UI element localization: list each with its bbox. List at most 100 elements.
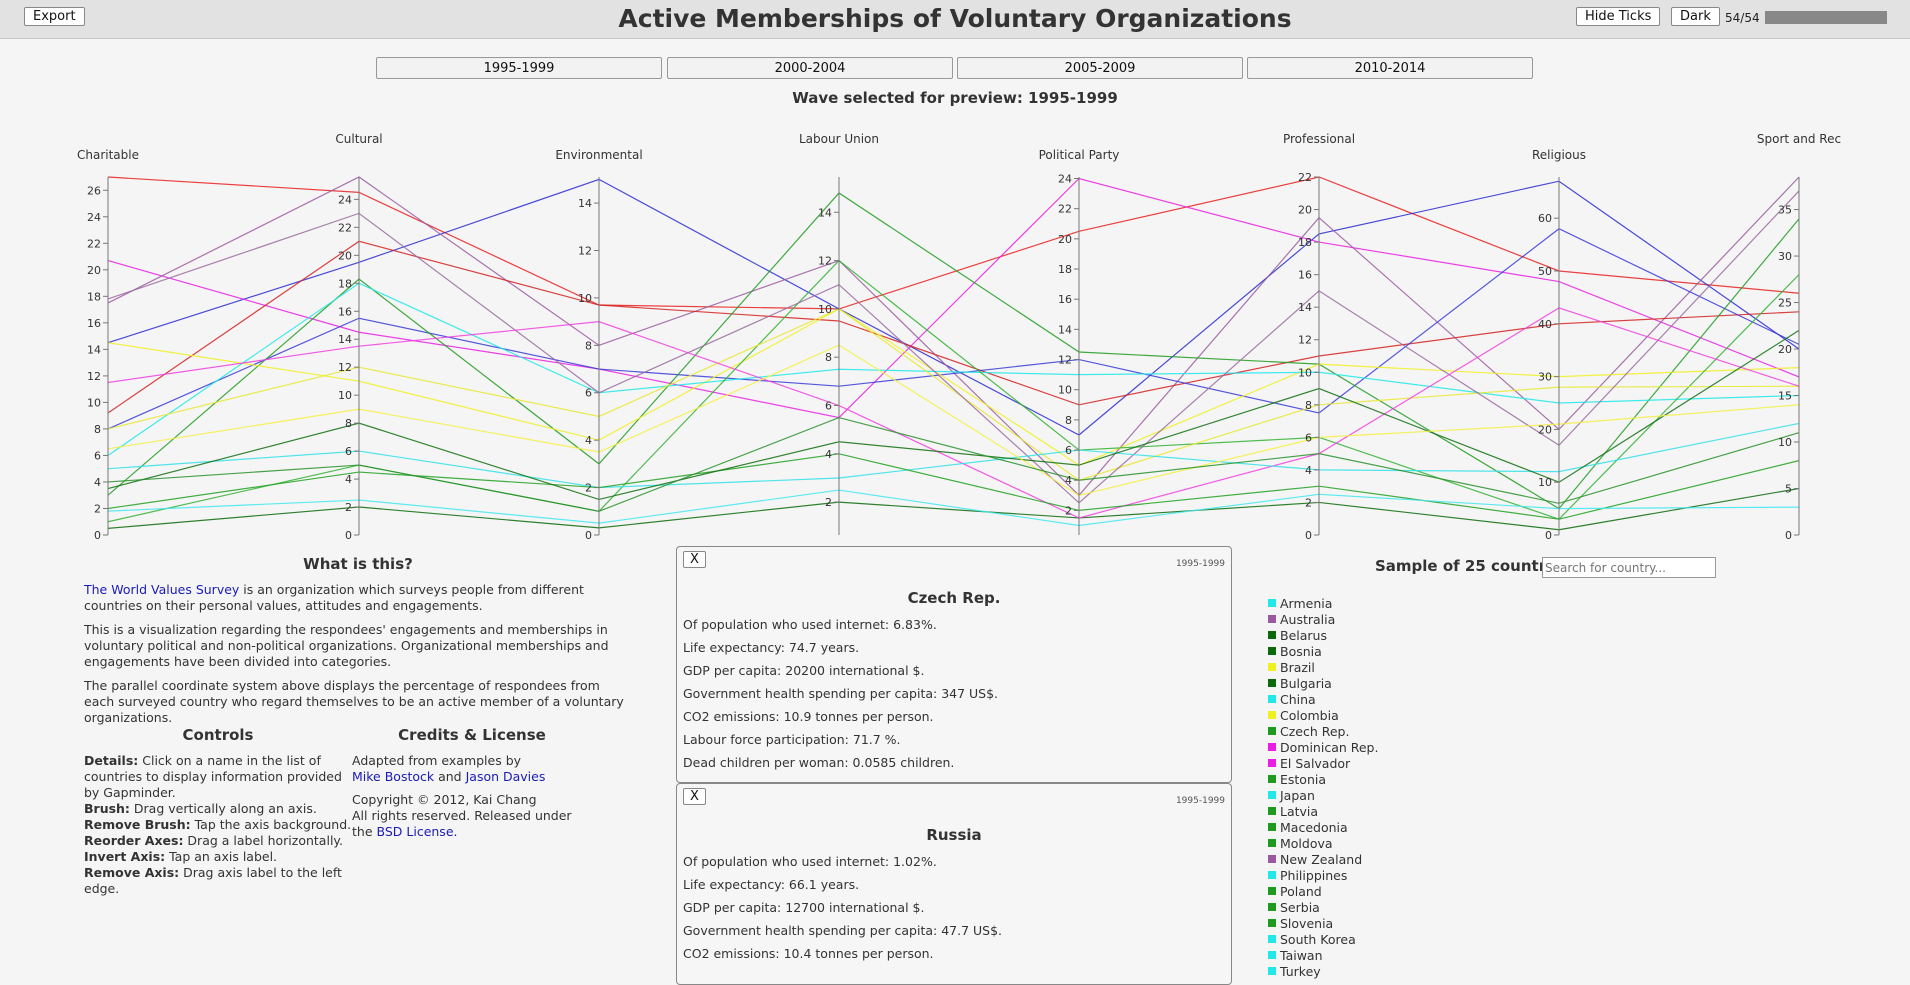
tick-label: 12 [818, 255, 832, 268]
tick-label: 4 [825, 448, 832, 461]
country-name[interactable]: Macedonia [1280, 819, 1348, 835]
country-item[interactable]: Moldova [1268, 835, 1378, 851]
wave-button[interactable]: 2010-2014 [1247, 57, 1533, 79]
country-name[interactable]: Brazil [1280, 659, 1315, 675]
tick-label: 26 [87, 184, 101, 197]
country-name[interactable]: Poland [1280, 883, 1322, 899]
country-name[interactable]: Philippines [1280, 867, 1348, 883]
country-swatch [1268, 919, 1276, 927]
country-search[interactable] [1542, 557, 1716, 578]
tick-label: 16 [1298, 269, 1312, 282]
axis-label[interactable]: Sport and Rec [1757, 132, 1841, 146]
country-name[interactable]: Bulgaria [1280, 675, 1332, 691]
tick-label: 22 [1058, 203, 1072, 216]
country-item[interactable]: Poland [1268, 883, 1378, 899]
country-item[interactable]: Estonia [1268, 771, 1378, 787]
country-item[interactable]: Czech Rep. [1268, 723, 1378, 739]
country-item[interactable]: Belarus [1268, 627, 1378, 643]
wave-button[interactable]: 2005-2009 [957, 57, 1243, 79]
country-item[interactable]: Latvia [1268, 803, 1378, 819]
country-name[interactable]: Belarus [1280, 627, 1327, 643]
country-line [107, 176, 1800, 310]
dark-button[interactable]: Dark [1671, 7, 1720, 26]
wvs-link[interactable]: The World Values Survey [84, 582, 240, 597]
axis-label[interactable]: Political Party [1039, 148, 1120, 162]
country-item[interactable]: Philippines [1268, 867, 1378, 883]
country-name[interactable]: Dominican Rep. [1280, 739, 1379, 755]
license-link[interactable]: BSD License [376, 824, 454, 839]
country-name[interactable]: El Salvador [1280, 755, 1351, 771]
page-title: Active Memberships of Voluntary Organiza… [618, 4, 1292, 33]
tick-label: 10 [87, 396, 101, 409]
close-button[interactable]: X [683, 788, 706, 805]
tick-label: 18 [87, 290, 101, 303]
axis-label[interactable]: Professional [1283, 132, 1355, 146]
axis-label[interactable]: Environmental [555, 148, 642, 162]
country-item[interactable]: Dominican Rep. [1268, 739, 1378, 755]
tick-label: 6 [585, 387, 592, 400]
hide-ticks-button[interactable]: Hide Ticks [1576, 7, 1661, 26]
country-item[interactable]: China [1268, 691, 1378, 707]
close-button[interactable]: X [683, 551, 706, 568]
progress-text: 54/54 [1725, 11, 1760, 25]
country-item[interactable]: Bosnia [1268, 643, 1378, 659]
author-link[interactable]: Mike Bostock [352, 769, 435, 784]
axis-label[interactable]: Charitable [77, 148, 139, 162]
tick-label: 4 [1305, 464, 1312, 477]
country-item[interactable]: South Korea [1268, 931, 1378, 947]
country-name[interactable]: China [1280, 691, 1316, 707]
country-item[interactable]: Bulgaria [1268, 675, 1378, 691]
country-name[interactable]: South Korea [1280, 931, 1356, 947]
country-swatch [1268, 887, 1276, 895]
tick-label: 24 [338, 193, 352, 206]
country-item[interactable]: El Salvador [1268, 755, 1378, 771]
country-name[interactable]: Slovenia [1280, 915, 1334, 931]
country-line [107, 190, 1800, 504]
country-item[interactable]: New Zealand [1268, 851, 1378, 867]
country-name[interactable]: Armenia [1280, 595, 1333, 611]
country-name[interactable]: Latvia [1280, 803, 1319, 819]
tick-label: 4 [585, 434, 592, 447]
country-name[interactable]: Czech Rep. [1280, 723, 1350, 739]
country-item[interactable]: Japan [1268, 787, 1378, 803]
controls-title: Controls [182, 726, 254, 744]
author-link[interactable]: Jason Davies [465, 769, 546, 784]
tick-label: 0 [345, 529, 352, 542]
tick-label: 22 [338, 221, 352, 234]
about-paragraph: The parallel coordinate system above dis… [84, 678, 624, 725]
country-item[interactable]: Armenia [1268, 595, 1378, 611]
country-name[interactable]: Colombia [1280, 707, 1339, 723]
country-name[interactable]: Turkey [1280, 963, 1321, 979]
axis-label[interactable]: Labour Union [799, 132, 879, 146]
axis-label[interactable]: Religious [1532, 148, 1586, 162]
tick-label: 10 [1778, 436, 1792, 449]
country-name[interactable]: Bosnia [1280, 643, 1322, 659]
country-item[interactable]: Macedonia [1268, 819, 1378, 835]
about-section: What is this? The World Values Survey is… [84, 556, 632, 734]
tick-label: 0 [1785, 529, 1792, 542]
axis-label[interactable]: Cultural [335, 132, 382, 146]
country-name[interactable]: Estonia [1280, 771, 1327, 787]
lines [107, 176, 1800, 531]
country-item[interactable]: Serbia [1268, 899, 1378, 915]
tick-label: 2 [345, 501, 352, 514]
country-item[interactable]: Brazil [1268, 659, 1378, 675]
country-name[interactable]: Australia [1280, 611, 1336, 627]
country-name[interactable]: New Zealand [1280, 851, 1363, 867]
country-name[interactable]: Serbia [1280, 899, 1320, 915]
country-name[interactable]: Moldova [1280, 835, 1333, 851]
country-item[interactable]: Taiwan [1268, 947, 1378, 963]
country-item[interactable]: Colombia [1268, 707, 1378, 723]
country-item[interactable]: Turkey [1268, 963, 1378, 979]
control-text: Drag axis label to the left edge. [84, 865, 342, 896]
credits-license: All rights reserved. Released under the … [352, 808, 592, 840]
tick-label: 20 [1778, 343, 1792, 356]
wave-button[interactable]: 1995-1999 [376, 57, 662, 79]
country-item[interactable]: Australia [1268, 611, 1378, 627]
tick-label: 14 [818, 206, 832, 219]
country-name[interactable]: Japan [1280, 787, 1315, 803]
country-item[interactable]: Slovenia [1268, 915, 1378, 931]
country-name[interactable]: Taiwan [1280, 947, 1323, 963]
wave-button[interactable]: 2000-2004 [667, 57, 953, 79]
export-button[interactable]: Export [24, 7, 85, 26]
